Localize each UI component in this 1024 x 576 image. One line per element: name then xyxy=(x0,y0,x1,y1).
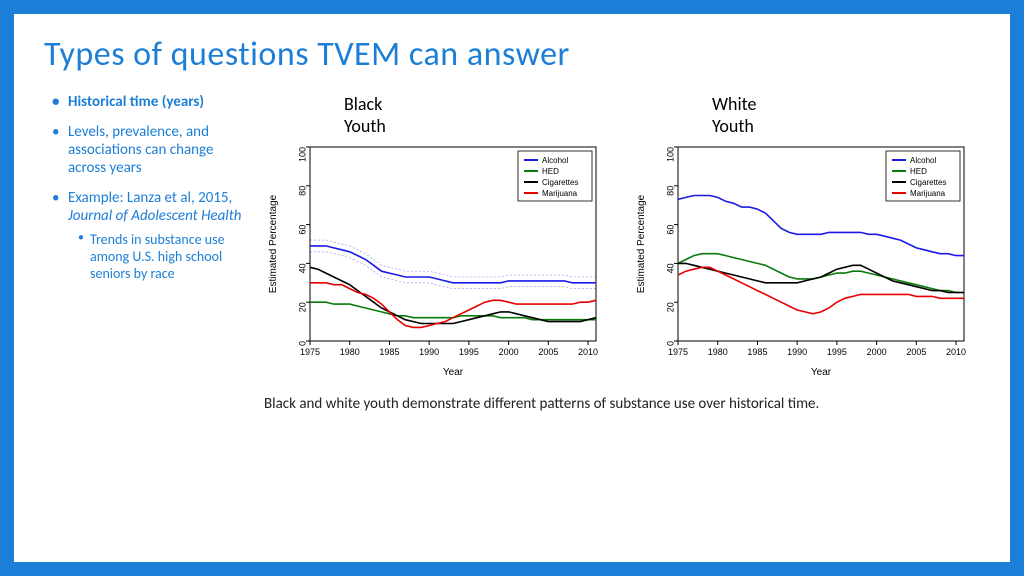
svg-text:1995: 1995 xyxy=(459,347,479,357)
svg-text:1990: 1990 xyxy=(787,347,807,357)
svg-text:Year: Year xyxy=(811,367,832,378)
chart-black-youth: Black Youth 0 20 40 60 80 100 1975 1980 1985 1990… xyxy=(264,93,612,381)
svg-text:2010: 2010 xyxy=(946,347,966,357)
chart-white-youth: White Youth 0 20 40 60 80 100 1975 1980 1985 1990… xyxy=(632,93,980,381)
charts-area: Black Youth 0 20 40 60 80 100 1975 1980 1985 1990… xyxy=(264,93,980,413)
svg-text:2005: 2005 xyxy=(538,347,558,357)
svg-text:60: 60 xyxy=(665,225,675,235)
svg-text:1975: 1975 xyxy=(300,347,320,357)
svg-text:1980: 1980 xyxy=(340,347,360,357)
svg-text:2000: 2000 xyxy=(867,347,887,357)
svg-text:2005: 2005 xyxy=(906,347,926,357)
svg-text:Estimated Percentage: Estimated Percentage xyxy=(268,194,279,293)
svg-text:1980: 1980 xyxy=(708,347,728,357)
svg-text:1985: 1985 xyxy=(747,347,767,357)
svg-text:80: 80 xyxy=(297,186,307,196)
svg-text:Year: Year xyxy=(443,367,464,378)
svg-text:20: 20 xyxy=(665,302,675,312)
svg-text:2010: 2010 xyxy=(578,347,598,357)
svg-text:Estimated Percentage: Estimated Percentage xyxy=(636,194,647,293)
svg-text:Alcohol: Alcohol xyxy=(542,156,568,165)
sub-bullet-2-0: Trends in substance use among U.S. high … xyxy=(80,231,244,282)
chart1-title: Black Youth xyxy=(344,93,414,137)
chart2-svg: 0 20 40 60 80 100 1975 1980 1985 1990 1995 2000 2005… xyxy=(632,141,972,381)
svg-text:60: 60 xyxy=(297,225,307,235)
svg-text:1975: 1975 xyxy=(668,347,688,357)
chart2-title: White Youth xyxy=(712,93,782,137)
caption-text: Black and white youth demonstrate differ… xyxy=(264,395,980,413)
svg-text:80: 80 xyxy=(665,186,675,196)
svg-text:HED: HED xyxy=(542,167,559,176)
svg-text:Alcohol: Alcohol xyxy=(910,156,936,165)
svg-text:1990: 1990 xyxy=(419,347,439,357)
chart1-svg: 0 20 40 60 80 100 1975 1980 1985 1990 1995 2000 2005… xyxy=(264,141,604,381)
svg-text:1995: 1995 xyxy=(827,347,847,357)
svg-text:2000: 2000 xyxy=(499,347,519,357)
svg-text:1985: 1985 xyxy=(379,347,399,357)
svg-text:Cigarettes: Cigarettes xyxy=(542,178,578,187)
svg-text:40: 40 xyxy=(665,263,675,273)
svg-text:100: 100 xyxy=(297,147,307,162)
svg-text:0: 0 xyxy=(297,341,307,346)
svg-text:Marijuana: Marijuana xyxy=(542,189,578,198)
svg-text:20: 20 xyxy=(297,302,307,312)
svg-text:Cigarettes: Cigarettes xyxy=(910,178,946,187)
bullet-2: Example: Lanza et al, 2015, Journal of A… xyxy=(56,189,244,282)
svg-text:Marijuana: Marijuana xyxy=(910,189,946,198)
bullet-1: Levels, prevalence, and associations can… xyxy=(56,123,244,177)
slide-frame: Types of questions TVEM can answer Histo… xyxy=(0,0,1024,576)
svg-text:HED: HED xyxy=(910,167,927,176)
svg-text:100: 100 xyxy=(665,147,675,162)
bullet-0: Historical time (years) xyxy=(56,93,244,111)
bullet-list: Historical time (years) Levels, prevalenc… xyxy=(44,93,244,413)
slide-title: Types of questions TVEM can answer xyxy=(44,34,980,75)
content-row: Historical time (years) Levels, prevalenc… xyxy=(44,93,980,413)
svg-text:0: 0 xyxy=(665,341,675,346)
svg-text:40: 40 xyxy=(297,263,307,273)
